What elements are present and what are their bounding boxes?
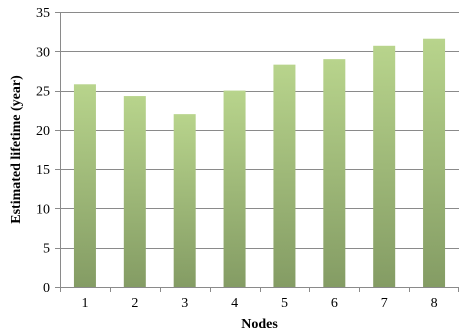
y-tick-label: 10 [36, 202, 50, 217]
y-tick-label: 20 [36, 124, 50, 139]
x-tick-label: 5 [281, 296, 288, 311]
x-axis-title: Nodes [241, 317, 278, 332]
y-tick-label: 30 [36, 45, 50, 60]
y-tick-label: 25 [36, 85, 50, 100]
bar-node-1 [73, 84, 96, 288]
bar-node-4 [223, 90, 246, 287]
bar-node-3 [173, 114, 196, 288]
y-tick-label: 0 [43, 281, 50, 296]
x-tick-label: 1 [81, 296, 88, 311]
y-tick-label: 5 [43, 242, 50, 257]
y-tick-labels: 0 5 10 15 20 25 30 35 [36, 6, 50, 296]
bar-node-5 [273, 64, 296, 288]
x-tick-labels: 1 2 3 4 5 6 7 8 [81, 296, 437, 311]
bar-node-6 [323, 59, 346, 288]
axes [55, 12, 459, 292]
x-tick-label: 8 [431, 296, 438, 311]
gridlines [60, 12, 459, 249]
bar-node-7 [373, 45, 396, 288]
x-tick-label: 2 [131, 296, 138, 311]
y-tick-label: 15 [36, 163, 50, 178]
x-tick-label: 7 [381, 296, 388, 311]
y-tick-label: 35 [36, 6, 50, 21]
bar-node-2 [123, 96, 146, 287]
y-axis-title: Estimated lifetime (year) [9, 75, 24, 224]
x-tick-label: 4 [231, 296, 238, 311]
x-tick-label: 3 [181, 296, 188, 311]
bars [73, 38, 446, 288]
x-tick-label: 6 [331, 296, 338, 311]
bar-node-8 [423, 38, 446, 287]
